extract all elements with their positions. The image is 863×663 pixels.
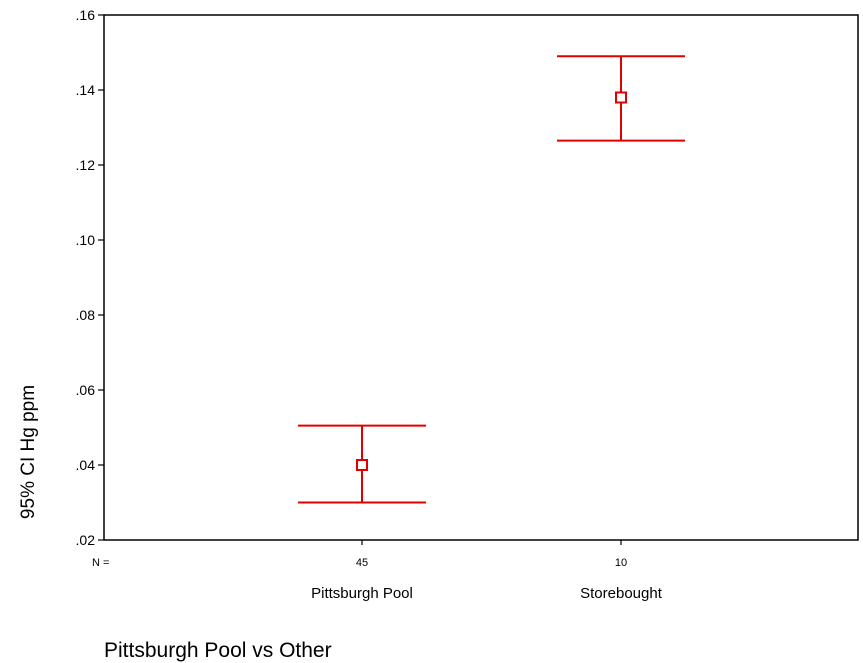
category-label: Pittsburgh Pool	[311, 585, 413, 602]
mean-marker	[356, 459, 368, 471]
plot-frame	[103, 14, 859, 541]
y-tick-label: .10	[76, 232, 96, 248]
x-axis-label: Pittsburgh Pool vs Other	[104, 639, 332, 662]
y-tick-label: .04	[76, 457, 96, 473]
y-tick-label: .16	[76, 7, 96, 23]
y-tick-label: .14	[76, 82, 96, 98]
n-count-label: 10	[615, 557, 627, 569]
n-count-label: 45	[356, 557, 368, 569]
n-prefix-label: N =	[92, 557, 109, 569]
y-tick-label: .12	[76, 157, 96, 173]
mean-marker	[615, 91, 627, 104]
y-tick-label: .08	[76, 307, 96, 323]
category-label: Storebought	[580, 585, 663, 602]
y-tick-label: .02	[76, 532, 96, 548]
y-axis-label: 95% CI Hg ppm	[18, 385, 39, 519]
y-tick-label: .06	[76, 382, 96, 398]
